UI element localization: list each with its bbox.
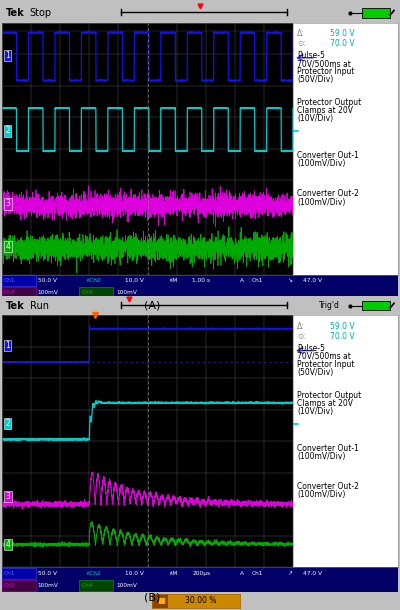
Text: Pulse-5: Pulse-5 bbox=[297, 51, 325, 60]
Text: 2: 2 bbox=[6, 419, 10, 428]
Bar bbox=[152, 594, 168, 608]
Text: (50V/Div): (50V/Div) bbox=[297, 368, 334, 377]
Bar bbox=[2, 568, 36, 579]
Text: Ch3: Ch3 bbox=[4, 583, 16, 588]
Text: Converter Out-1: Converter Out-1 bbox=[297, 444, 359, 453]
Text: (100mV/Div): (100mV/Div) bbox=[297, 198, 346, 207]
Text: Stop: Stop bbox=[30, 8, 52, 18]
Text: Converter Out-1: Converter Out-1 bbox=[297, 151, 359, 160]
Text: ∧M: ∧M bbox=[168, 571, 178, 576]
Text: 70V/500ms at: 70V/500ms at bbox=[297, 352, 351, 361]
Text: Ch1: Ch1 bbox=[4, 278, 15, 283]
Text: ∧Ch2: ∧Ch2 bbox=[85, 278, 101, 283]
Text: ■: ■ bbox=[157, 597, 165, 605]
Text: Clamps at 20V: Clamps at 20V bbox=[297, 399, 353, 408]
Text: 3: 3 bbox=[6, 199, 10, 209]
Text: ⊙:: ⊙: bbox=[297, 39, 306, 48]
Text: Pulse-5: Pulse-5 bbox=[297, 343, 325, 353]
Text: Ch3: Ch3 bbox=[4, 290, 16, 295]
Bar bbox=[2, 580, 36, 591]
Text: 200μs: 200μs bbox=[192, 571, 210, 576]
Text: Protector Output: Protector Output bbox=[297, 391, 362, 400]
Text: Ch1: Ch1 bbox=[252, 278, 263, 283]
Text: Protector Input: Protector Input bbox=[297, 361, 355, 369]
Text: 4: 4 bbox=[6, 242, 10, 251]
Text: Trig'd: Trig'd bbox=[319, 301, 340, 310]
Text: 100mV: 100mV bbox=[117, 290, 138, 295]
Text: A: A bbox=[240, 571, 244, 576]
Bar bbox=[362, 8, 390, 18]
Text: Ch1: Ch1 bbox=[4, 571, 15, 576]
Text: Ch4: Ch4 bbox=[81, 290, 93, 295]
Text: Converter Out-2: Converter Out-2 bbox=[297, 189, 359, 198]
Text: (10V/Div): (10V/Div) bbox=[297, 407, 333, 416]
Bar bbox=[79, 287, 113, 298]
Text: (100mV/Div): (100mV/Div) bbox=[297, 490, 346, 500]
Text: Clamps at 20V: Clamps at 20V bbox=[297, 106, 353, 115]
Text: ∧Ch2: ∧Ch2 bbox=[85, 571, 101, 576]
Text: Ch1: Ch1 bbox=[252, 571, 263, 576]
Text: Converter Out-2: Converter Out-2 bbox=[297, 482, 359, 491]
Text: 4: 4 bbox=[6, 540, 10, 549]
Text: Tek: Tek bbox=[6, 301, 25, 310]
Text: ↗: ↗ bbox=[287, 571, 292, 576]
Text: 47.0 V: 47.0 V bbox=[303, 278, 322, 283]
Text: Protector Input: Protector Input bbox=[297, 68, 355, 76]
Text: 70.0 V: 70.0 V bbox=[330, 332, 354, 341]
Text: ∧M: ∧M bbox=[168, 278, 178, 283]
Text: Ch4: Ch4 bbox=[81, 583, 93, 588]
Text: 70.0 V: 70.0 V bbox=[330, 39, 354, 48]
Text: 59.0 V: 59.0 V bbox=[330, 321, 354, 331]
Text: 70V/500ms at: 70V/500ms at bbox=[297, 59, 351, 68]
Text: Tek: Tek bbox=[6, 8, 25, 18]
Text: 100mV: 100mV bbox=[38, 290, 58, 295]
Text: (100mV/Div): (100mV/Div) bbox=[297, 159, 346, 168]
Text: 10.0 V: 10.0 V bbox=[125, 278, 144, 283]
Text: Run: Run bbox=[30, 301, 49, 310]
Text: (100mV/Div): (100mV/Div) bbox=[297, 452, 346, 461]
Bar bbox=[79, 580, 113, 591]
Text: 1.00 s: 1.00 s bbox=[192, 278, 210, 283]
Text: 30.00 %: 30.00 % bbox=[185, 597, 216, 605]
Text: (A): (A) bbox=[144, 300, 160, 310]
Bar bbox=[362, 301, 390, 310]
Text: 1: 1 bbox=[6, 341, 10, 350]
Bar bbox=[2, 275, 36, 286]
Text: (50V/Div): (50V/Div) bbox=[297, 76, 334, 84]
Text: Protector Output: Protector Output bbox=[297, 98, 362, 107]
Text: 100mV: 100mV bbox=[38, 583, 58, 588]
Text: 47.0 V: 47.0 V bbox=[303, 571, 322, 576]
Text: ⊙:: ⊙: bbox=[297, 332, 306, 341]
Text: ↘: ↘ bbox=[287, 278, 292, 283]
Text: 3: 3 bbox=[6, 492, 10, 501]
Text: 59.0 V: 59.0 V bbox=[330, 29, 354, 38]
Text: 100mV: 100mV bbox=[117, 583, 138, 588]
Text: Δ:: Δ: bbox=[297, 321, 305, 331]
Text: 10.0 V: 10.0 V bbox=[125, 571, 144, 576]
Text: Δ:: Δ: bbox=[297, 29, 305, 38]
Text: 1: 1 bbox=[6, 51, 10, 60]
Text: 2: 2 bbox=[6, 126, 10, 135]
Text: 50.0 V: 50.0 V bbox=[38, 571, 57, 576]
Text: 50.0 V: 50.0 V bbox=[38, 278, 57, 283]
Text: (B): (B) bbox=[144, 593, 160, 603]
Text: A: A bbox=[240, 278, 244, 283]
Text: (10V/Div): (10V/Div) bbox=[297, 114, 333, 123]
Bar bbox=[2, 287, 36, 298]
